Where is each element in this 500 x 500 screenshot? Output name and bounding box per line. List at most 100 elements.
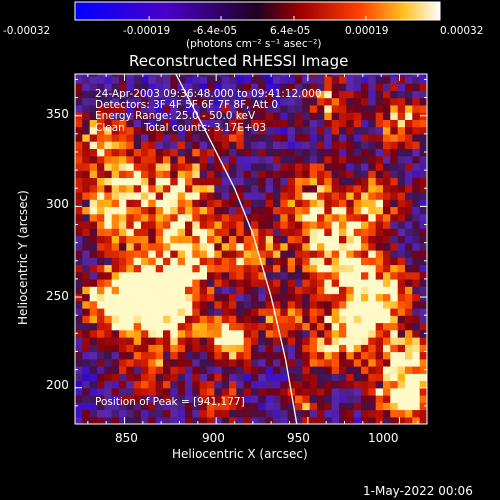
heatmap-cell xyxy=(375,228,384,236)
heatmap-cell xyxy=(295,235,303,244)
heatmap-cell xyxy=(353,191,362,200)
heatmap-cell xyxy=(236,257,245,266)
heatmap-cell xyxy=(177,184,186,193)
heatmap-cell xyxy=(155,112,164,120)
heatmap-cell xyxy=(412,112,421,120)
heatmap-cell xyxy=(324,220,333,229)
heatmap-cell xyxy=(133,133,142,142)
heatmap-cell xyxy=(207,344,215,353)
heatmap-cell xyxy=(221,235,230,244)
heatmap-cell xyxy=(214,358,223,367)
heatmap-cell xyxy=(199,286,208,295)
heatmap-cell xyxy=(302,286,311,295)
heatmap-cell xyxy=(199,184,208,193)
heatmap-cell xyxy=(111,90,120,99)
heatmap-cell xyxy=(97,249,105,258)
heatmap-cell xyxy=(383,416,391,424)
heatmap-cell xyxy=(170,83,179,91)
heatmap-cell xyxy=(361,155,369,164)
heatmap-cell xyxy=(104,126,113,135)
heatmap-cell xyxy=(177,271,186,280)
heatmap-cell xyxy=(104,74,113,77)
heatmap-cell xyxy=(346,300,355,309)
heatmap-cell xyxy=(111,228,120,236)
heatmap-cell xyxy=(251,83,259,91)
heatmap-cell xyxy=(361,97,369,106)
heatmap-cell xyxy=(412,409,421,418)
heatmap-cell xyxy=(141,74,149,77)
heatmap-cell xyxy=(346,380,355,389)
heatmap-cell xyxy=(273,380,281,389)
heatmap-cell xyxy=(185,278,193,287)
heatmap-cell xyxy=(273,162,281,171)
heatmap-cell xyxy=(353,344,362,353)
heatmap-cell xyxy=(214,162,223,171)
heatmap-cell xyxy=(163,242,171,251)
heatmap-cell xyxy=(419,271,427,280)
heatmap-cell xyxy=(221,155,230,164)
heatmap-cell xyxy=(207,271,215,280)
heatmap-cell xyxy=(331,74,340,77)
heatmap-cell xyxy=(199,126,208,135)
heatmap-cell xyxy=(309,74,318,77)
heatmap-cell xyxy=(383,329,391,338)
heatmap-cell xyxy=(126,249,135,258)
heatmap-cell xyxy=(97,184,105,193)
heatmap-cell xyxy=(75,74,83,77)
heatmap-cell xyxy=(280,337,289,345)
heatmap-cell xyxy=(273,133,281,142)
heatmap-cell xyxy=(368,133,377,142)
heatmap-cell xyxy=(148,170,157,178)
heatmap-cell xyxy=(75,380,83,389)
heatmap-cell xyxy=(346,177,355,186)
heatmap-cell xyxy=(397,293,406,302)
heatmap-cell xyxy=(375,337,384,345)
heatmap-cell xyxy=(383,344,391,353)
heatmap-cell xyxy=(148,148,157,157)
heatmap-cell xyxy=(309,358,318,367)
heatmap-cell xyxy=(119,155,127,164)
heatmap-cell xyxy=(133,74,142,77)
heatmap-cell xyxy=(265,119,274,128)
heatmap-cell xyxy=(280,155,289,164)
heatmap-cell xyxy=(361,286,369,295)
heatmap-cell xyxy=(309,155,318,164)
heatmap-cell xyxy=(273,286,281,295)
heatmap-cell xyxy=(111,206,120,215)
heatmap-cell xyxy=(353,177,362,186)
heatmap-cell xyxy=(89,315,98,324)
heatmap-cell xyxy=(368,90,377,99)
heatmap-cell xyxy=(419,329,427,338)
heatmap-cell xyxy=(317,162,325,171)
heatmap-cell xyxy=(383,220,391,229)
heatmap-cell xyxy=(405,416,413,424)
heatmap-cell xyxy=(111,286,120,295)
heatmap-cell xyxy=(119,228,127,236)
heatmap-cell xyxy=(251,358,259,367)
heatmap-cell xyxy=(148,329,157,338)
heatmap-cell xyxy=(177,104,186,113)
heatmap-cell xyxy=(383,112,391,120)
heatmap-cell xyxy=(126,119,135,128)
heatmap-cell xyxy=(170,133,179,142)
heatmap-cell xyxy=(104,351,113,360)
heatmap-cell xyxy=(192,409,201,418)
heatmap-cell xyxy=(243,74,252,77)
heatmap-cell xyxy=(111,409,120,418)
heatmap-cell xyxy=(405,300,413,309)
heatmap-cell xyxy=(126,133,135,142)
heatmap-cell xyxy=(265,358,274,367)
heatmap-cell xyxy=(346,351,355,360)
heatmap-cell xyxy=(302,155,311,164)
heatmap-cell xyxy=(170,300,179,309)
heatmap-cell xyxy=(119,112,127,120)
heatmap-cell xyxy=(309,133,318,142)
heatmap-cell xyxy=(119,373,127,382)
heatmap-cell xyxy=(148,373,157,382)
heatmap-cell xyxy=(199,395,208,403)
heatmap-cell xyxy=(419,307,427,316)
colorbar-label-3: 6.4e-05 xyxy=(270,25,311,37)
heatmap-cell xyxy=(412,271,421,280)
heatmap-cell xyxy=(412,402,421,411)
heatmap-cell xyxy=(185,358,193,367)
